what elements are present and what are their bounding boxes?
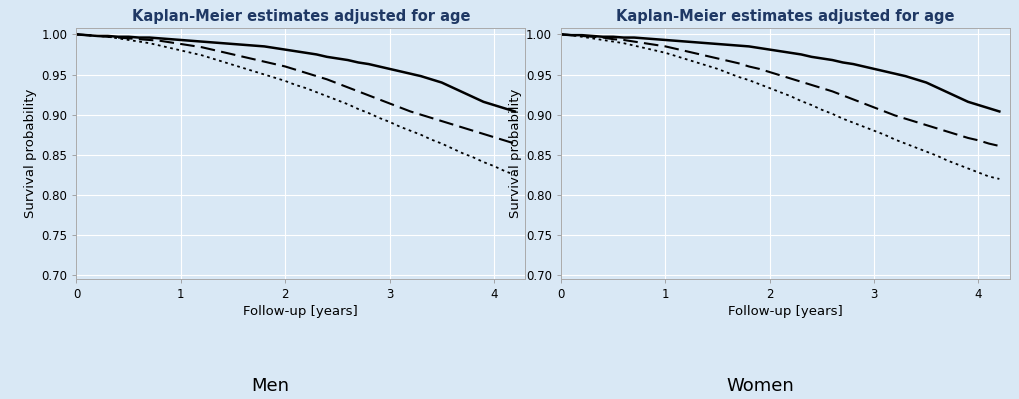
Y-axis label: Survival probability: Survival probability [508, 89, 522, 218]
X-axis label: Follow-up [years]: Follow-up [years] [244, 306, 358, 318]
Title: Kaplan-Meier estimates adjusted for age: Kaplan-Meier estimates adjusted for age [615, 9, 954, 24]
Title: Kaplan-Meier estimates adjusted for age: Kaplan-Meier estimates adjusted for age [131, 9, 470, 24]
Text: Women: Women [726, 377, 793, 395]
Text: Men: Men [251, 377, 289, 395]
Y-axis label: Survival probability: Survival probability [24, 89, 38, 218]
X-axis label: Follow-up [years]: Follow-up [years] [728, 306, 842, 318]
